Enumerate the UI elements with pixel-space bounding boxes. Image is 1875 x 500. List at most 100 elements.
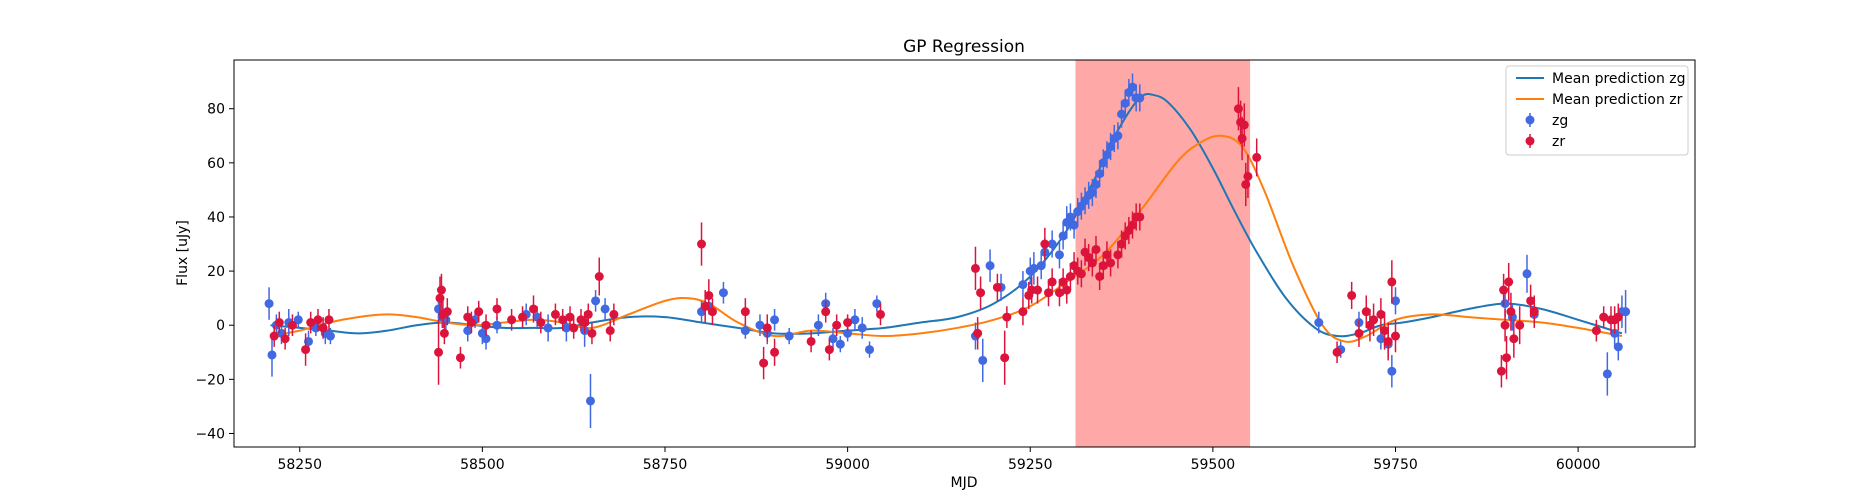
data-point-zg: [1621, 290, 1631, 334]
data-point-zr: [287, 314, 297, 337]
data-point-zr: [973, 317, 983, 350]
data-point-zg: [978, 338, 988, 383]
data-point-zg: [857, 317, 867, 339]
data-point-zr: [1390, 319, 1400, 353]
data-point-zr: [1347, 281, 1357, 309]
data-point-zg: [1522, 254, 1532, 293]
data-point-zg: [755, 314, 765, 337]
data-point-zr: [1135, 203, 1145, 231]
data-point-zr: [1369, 303, 1379, 337]
data-point-zg: [828, 327, 838, 350]
data-point-zg: [267, 333, 277, 377]
data-point-zr: [507, 308, 517, 331]
data-point-zr: [536, 311, 546, 334]
data-point-zg: [1069, 211, 1079, 239]
x-axis-label: MJD: [951, 475, 978, 491]
y-tick-label: −40: [195, 426, 225, 442]
data-point-zr: [1332, 341, 1342, 364]
data-point-zr: [740, 298, 750, 326]
legend-box: [1505, 65, 1689, 156]
data-point-zr: [1000, 330, 1010, 385]
data-point-zr: [1506, 292, 1516, 331]
y-tick-label: 60: [207, 156, 225, 172]
data-point-zg: [813, 314, 823, 337]
data-point-zr: [1591, 319, 1601, 342]
y-axis-label: Flux [uJy]: [175, 220, 191, 286]
data-point-zg: [872, 295, 882, 312]
data-point-zg: [1613, 333, 1623, 361]
x-axis-ticks: 58250 58500 58750 59000 59250 59500 59750 60000: [277, 447, 1600, 473]
data-point-zr: [474, 300, 484, 323]
axes-frame: [233, 59, 1696, 448]
data-point-zr: [821, 300, 831, 323]
legend-label-zg: zg: [1552, 113, 1568, 129]
data-point-zr: [434, 319, 444, 385]
data-point-zr: [558, 308, 568, 331]
data-point-zr: [318, 317, 328, 339]
data-point-zr: [1376, 298, 1386, 331]
y-tick-label: −20: [195, 372, 225, 388]
data-point-zg: [591, 290, 601, 312]
data-point-zr: [1504, 262, 1514, 301]
data-point-zr: [1087, 249, 1097, 277]
y-tick-label: 80: [207, 102, 225, 118]
data-point-zr: [274, 311, 284, 334]
plot-area: [233, 59, 1696, 448]
data-point-zr: [1252, 138, 1262, 177]
data-point-zr: [466, 311, 476, 334]
data-point-zr: [992, 273, 1002, 301]
data-point-zr: [1383, 322, 1393, 361]
data-point-zr: [609, 303, 619, 326]
data-point-zg: [784, 327, 794, 345]
legend-marker-zr: [1525, 136, 1535, 146]
data-point-zr: [824, 338, 834, 361]
data-point-zr: [605, 319, 615, 342]
data-point-zg: [585, 373, 595, 429]
legend-label-zg-line: Mean prediction zg: [1552, 71, 1686, 87]
data-point-zr: [518, 306, 528, 328]
data-point-zr: [1502, 336, 1512, 380]
data-point-zg: [850, 308, 860, 331]
data-point-zr: [875, 303, 885, 326]
data-point-zr: [1613, 303, 1623, 331]
data-point-zg: [1054, 241, 1064, 269]
data-point-zr: [324, 308, 334, 331]
chart-title: GP Regression: [903, 37, 1025, 57]
data-point-zg: [325, 327, 335, 345]
data-point-zr: [269, 325, 279, 347]
data-point-zr: [565, 306, 575, 328]
data-point-zr: [529, 295, 539, 323]
points-layer: [264, 73, 1631, 429]
x-tick-label: 58750: [643, 457, 688, 473]
data-point-zr: [301, 333, 311, 366]
data-point-zg: [1602, 352, 1612, 396]
x-tick-label: 59250: [1008, 457, 1053, 473]
data-point-zr: [1496, 354, 1506, 388]
data-point-zg: [835, 336, 845, 353]
data-point-zr: [1106, 249, 1116, 277]
data-point-zr: [1062, 276, 1072, 304]
series-line-zr: [270, 134, 1623, 343]
data-point-zr: [313, 308, 323, 331]
data-point-zg: [293, 311, 303, 328]
data-point-zr: [1076, 260, 1086, 288]
data-point-zr: [1002, 306, 1012, 328]
x-tick-label: 58500: [460, 457, 505, 473]
data-point-zr: [1509, 319, 1519, 358]
data-point-zg: [1018, 271, 1028, 299]
data-point-zr: [1361, 295, 1371, 328]
data-point-zg: [1047, 230, 1057, 258]
legend-label-zr: zr: [1552, 134, 1565, 150]
data-point-zg: [1314, 311, 1324, 334]
data-point-zr: [1529, 295, 1539, 328]
y-axis-ticks: −40 −20 0 20 40 60 80: [195, 102, 234, 442]
data-point-zg: [985, 249, 995, 282]
data-point-zr: [697, 222, 707, 266]
data-point-zr: [436, 273, 446, 307]
legend-marker-zg: [1525, 115, 1535, 125]
data-point-zr: [583, 303, 593, 326]
data-point-zr: [594, 257, 604, 296]
data-point-zg: [770, 308, 780, 331]
legend: Mean prediction zg Mean prediction zr zg…: [1505, 65, 1689, 156]
